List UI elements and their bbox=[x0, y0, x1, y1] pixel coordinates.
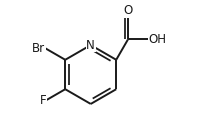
Text: Br: Br bbox=[32, 42, 45, 55]
Text: O: O bbox=[123, 4, 132, 17]
Text: N: N bbox=[86, 38, 95, 52]
Text: OH: OH bbox=[148, 33, 166, 46]
Text: F: F bbox=[39, 94, 46, 107]
